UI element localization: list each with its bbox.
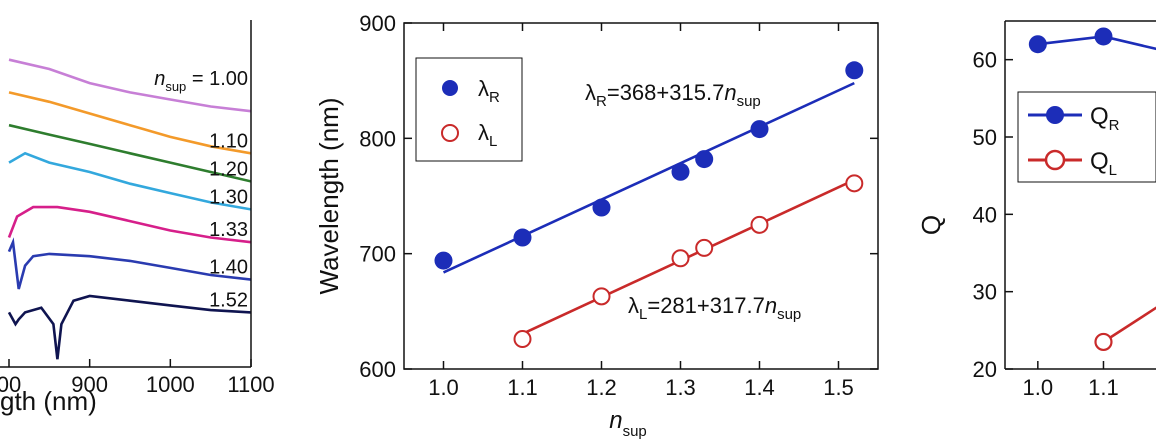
point-lambda-r-0 xyxy=(434,251,453,270)
left-spectra xyxy=(7,58,251,360)
legend-marker-lambda-l xyxy=(441,124,459,142)
right-legend-box xyxy=(1017,91,1156,183)
right-x-tick-label-1.0: 1.0 xyxy=(1023,375,1054,400)
middle-x-axis-label: nsup xyxy=(609,407,647,440)
right-y-tick-label-50: 50 xyxy=(973,125,997,150)
right-panel: 1.0 1.1 20 30 40 50 60 QR QL Q xyxy=(916,20,1156,400)
point-lambda-r-5 xyxy=(750,120,769,139)
legend-marker-q-r xyxy=(1046,106,1064,124)
series-label-1-10: 1.10 xyxy=(209,130,248,152)
middle-x-tick-label-1.1: 1.1 xyxy=(507,375,538,400)
left-panel: 00 900 1000 1100 nsup = 1.00 1.10 1.20 1.30 1.3… xyxy=(0,20,275,416)
point-q-r-1 xyxy=(1094,27,1113,46)
middle-y-tick-label-800: 800 xyxy=(359,126,396,151)
spectrum-line-1-20 xyxy=(8,123,251,183)
middle-x-tick-label-1.5: 1.5 xyxy=(823,375,854,400)
spectrum-line-1-33 xyxy=(7,205,251,244)
point-lambda-r-6 xyxy=(845,61,864,80)
middle-legend: λR λL xyxy=(415,57,523,162)
middle-panel: 1.0 1.1 1.2 1.3 1.4 1.5 600 700 800 900 λR λL λR=… xyxy=(314,11,879,440)
right-legend: QR QL xyxy=(1017,91,1156,183)
middle-axis-ticks: 1.0 1.1 1.2 1.3 1.4 1.5 600 700 800 900 xyxy=(359,11,878,400)
series-label-1-52: 1.52 xyxy=(209,289,248,311)
right-y-tick-label-30: 30 xyxy=(973,280,997,305)
left-x-ticks: 00 900 1000 1100 xyxy=(0,359,275,397)
fit-equation-lambda-r: λR=368+315.7nsup xyxy=(585,80,761,110)
point-q-l-0 xyxy=(1094,332,1113,352)
right-y-tick-label-60: 60 xyxy=(973,48,997,73)
spectrum-line-1-40 xyxy=(7,237,251,290)
middle-plot-frame xyxy=(403,22,879,370)
line-q-l xyxy=(1102,306,1156,343)
middle-x-tick-label-1.2: 1.2 xyxy=(586,375,617,400)
series-label-1-20: 1.20 xyxy=(209,158,248,180)
right-series xyxy=(1028,27,1156,352)
left-x-tick-label-800: 00 xyxy=(0,372,21,397)
legend-label-lambda-l: λL xyxy=(478,120,497,150)
point-q-r-0 xyxy=(1028,35,1047,54)
series-label-1-40: 1.40 xyxy=(209,257,248,279)
point-lambda-l-4 xyxy=(750,215,769,234)
spectrum-line-1-00 xyxy=(8,58,251,113)
point-lambda-r-2 xyxy=(592,198,611,217)
point-lambda-l-2 xyxy=(671,249,690,268)
right-axis-ticks: 1.0 1.1 20 30 40 50 60 xyxy=(973,48,1119,400)
left-x-axis-label: gth (nm) xyxy=(0,386,97,416)
middle-y-tick-label-900: 900 xyxy=(359,11,396,36)
legend-label-q-l: QL xyxy=(1090,148,1117,179)
left-x-tick-label-1000: 1000 xyxy=(146,372,195,397)
right-x-tick-label-1.1: 1.1 xyxy=(1088,375,1119,400)
series-label-1-33: 1.33 xyxy=(209,219,248,241)
middle-x-tick-label-1.3: 1.3 xyxy=(665,375,696,400)
point-lambda-l-0 xyxy=(513,330,532,349)
fit-equation-lambda-l: λL=281+317.7nsup xyxy=(628,293,801,323)
middle-data-points xyxy=(434,61,864,349)
middle-x-tick-label-1.0: 1.0 xyxy=(428,375,459,400)
left-x-tick-label-900: 900 xyxy=(71,372,108,397)
left-series-labels: nsup = 1.00 1.10 1.20 1.30 1.33 1.40 1.52 xyxy=(154,68,248,311)
spectrum-line-1-10 xyxy=(8,91,251,155)
middle-x-tick-label-1.4: 1.4 xyxy=(744,375,775,400)
point-lambda-l-1 xyxy=(592,287,611,306)
point-lambda-r-1 xyxy=(513,228,532,247)
middle-legend-box xyxy=(415,57,523,162)
series-label-1-30: 1.30 xyxy=(209,186,248,208)
series-label-1-00: nsup = 1.00 xyxy=(154,68,248,94)
spectrum-line-1-52 xyxy=(7,294,251,360)
point-lambda-l-3 xyxy=(695,238,714,257)
right-y-tick-label-40: 40 xyxy=(973,202,997,227)
fit-line-lambda-r xyxy=(442,81,855,274)
middle-y-tick-label-700: 700 xyxy=(359,242,396,267)
point-lambda-l-5 xyxy=(845,174,864,193)
legend-label-lambda-r: λR xyxy=(478,76,500,106)
spectrum-line-1-30 xyxy=(8,151,251,211)
point-lambda-r-3 xyxy=(671,162,690,181)
point-lambda-r-4 xyxy=(695,150,714,169)
middle-y-axis-label: Wavelength (nm) xyxy=(314,98,344,295)
legend-label-q-r: QR xyxy=(1090,103,1120,134)
right-y-tick-label-20: 20 xyxy=(973,357,997,382)
legend-marker-lambda-r xyxy=(442,80,458,96)
legend-marker-q-l xyxy=(1044,149,1066,171)
left-x-tick-label-1100: 1100 xyxy=(227,372,274,397)
right-y-axis-label: Q xyxy=(916,215,946,235)
middle-y-tick-label-600: 600 xyxy=(359,357,396,382)
